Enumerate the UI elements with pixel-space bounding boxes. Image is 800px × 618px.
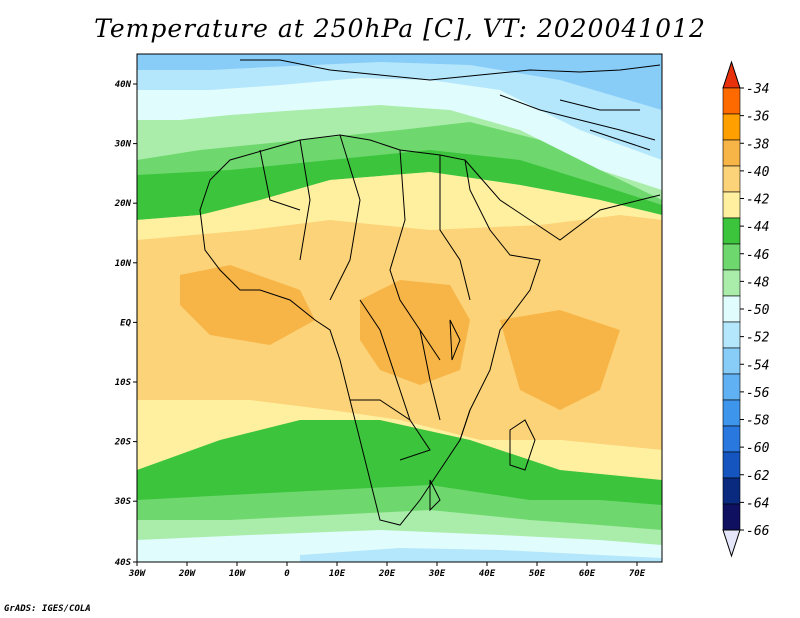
colorbar-label: -60 [746,441,770,456]
x-tick-label: 20E [378,569,396,579]
colorbar-swatch [722,321,741,349]
colorbar-swatch [722,295,741,323]
band-m48 [137,122,662,215]
colorbar-label: -64 [746,496,769,511]
band-m54 [137,54,662,160]
x-tick-label: 0 [284,569,290,579]
colorbar-swatch [722,373,741,401]
colorbar-swatch [722,451,741,479]
colorbar-swatch [722,425,741,453]
colorbar-label: -38 [746,137,770,152]
map-title: Temperature at 250hPa [C], VT: 202004101… [94,14,706,43]
x-tick-label: 10E [329,569,346,579]
coastlines [199,59,661,526]
colorbar-label: -56 [746,386,770,401]
colorbar-label: -62 [746,469,770,484]
colorbar-label: -36 [746,110,770,125]
y-axis-ticks: 40N 30N 20N 10N EQ 10S 20S 30S 40S [114,80,137,568]
colorbar-swatch [722,191,741,219]
colorbar-bottom-arrow [722,529,741,558]
colorbar-label: -58 [746,414,770,429]
plot-frame [136,53,663,563]
x-tick-label: 50E [529,569,546,579]
colorbar-swatch [722,477,741,505]
shaded-field [137,54,662,562]
colorbar-label: -40 [746,165,770,180]
x-axis-ticks: 30W 20W 10W 0 10E 20E 30E 40E 50E 60E 70E [128,562,646,579]
colorbar-swatch [722,217,741,245]
colorbar-swatch [722,87,741,115]
colorbar-swatch [722,347,741,375]
colorbar-label: -50 [746,303,770,318]
y-tick-label: 10S [115,378,132,388]
y-tick-label: 20S [114,438,132,448]
colorbar-label: -42 [746,193,770,208]
grads-credit: GrADS: IGES/COLA [4,604,91,614]
colorbar-swatch [722,165,741,193]
colorbar-label: -44 [746,220,769,235]
x-tick-label: 30E [428,569,446,579]
x-tick-label: 10W [229,569,247,579]
band-m56 [137,54,662,110]
x-tick-label: 30W [128,569,147,579]
colorbar-label: -52 [746,331,770,346]
colorbar-label: -66 [746,524,770,539]
x-tick-label: 40E [479,569,496,579]
band-m40-west [180,265,315,345]
y-tick-label: 40S [115,558,132,568]
y-tick-label: 10N [115,259,132,269]
y-tick-label: 30N [114,140,132,150]
colorbar-label: -48 [746,275,770,290]
colorbar-label: -34 [746,82,769,97]
colorbar-swatch [722,503,741,531]
colorbar-swatch [722,269,741,297]
band-m46 [137,150,662,220]
band-m40-central [360,280,470,385]
y-tick-label: 20N [114,199,132,209]
x-tick-label: 20W [178,569,197,579]
colorbar-top-arrow [722,60,741,89]
y-tick-label: 30S [114,497,132,507]
colorbar-swatch [722,399,741,427]
colorbar-label: -46 [746,248,770,263]
colorbar-label: -54 [746,358,769,373]
band-m54-south [300,548,662,562]
y-tick-label: EQ [120,318,131,328]
y-tick-label: 40N [115,80,132,90]
colorbar-swatch [722,113,741,141]
band-m40-east [500,310,620,410]
colorbar-swatch [722,139,741,167]
colorbar: -34 -36 -38 -40 -42 -44 -46 -48 -50 -52 -54 -56 -58 -… [722,60,770,558]
x-tick-label: 70E [629,569,646,579]
x-tick-label: 60E [579,569,596,579]
colorbar-swatch [722,243,741,271]
